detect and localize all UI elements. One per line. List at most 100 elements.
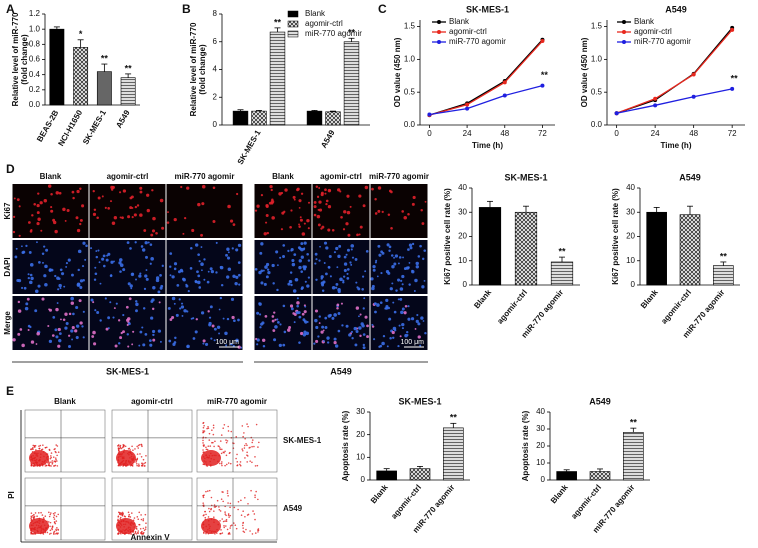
cell bbox=[96, 311, 100, 315]
cell bbox=[74, 329, 78, 333]
cell bbox=[209, 305, 213, 309]
event bbox=[142, 458, 145, 461]
cell bbox=[213, 327, 217, 331]
event bbox=[252, 510, 254, 512]
cell bbox=[34, 289, 39, 294]
cell bbox=[110, 185, 114, 190]
bar bbox=[514, 211, 538, 286]
cell bbox=[318, 259, 321, 262]
cell bbox=[227, 251, 230, 254]
cell bbox=[298, 265, 302, 270]
cell bbox=[203, 258, 206, 261]
cell bbox=[50, 205, 53, 209]
event bbox=[137, 518, 140, 520]
cell bbox=[90, 247, 93, 250]
event bbox=[52, 533, 55, 535]
cell bbox=[105, 258, 109, 262]
cell bbox=[234, 281, 238, 286]
cell bbox=[81, 265, 85, 268]
cell bbox=[363, 297, 366, 300]
cell bbox=[136, 204, 140, 207]
cell bbox=[270, 188, 273, 192]
cell bbox=[303, 222, 306, 225]
point bbox=[614, 111, 619, 116]
x-tick-label: 0 bbox=[614, 129, 619, 138]
event bbox=[55, 458, 57, 461]
cell bbox=[388, 317, 392, 321]
event bbox=[225, 441, 228, 444]
cell bbox=[290, 248, 294, 252]
event bbox=[218, 445, 220, 448]
event bbox=[142, 533, 144, 535]
cell bbox=[114, 344, 118, 348]
event bbox=[207, 445, 210, 447]
cell bbox=[104, 206, 107, 209]
cell bbox=[402, 256, 405, 259]
cell bbox=[307, 227, 310, 230]
cell bbox=[303, 267, 307, 271]
event bbox=[136, 516, 139, 518]
cell bbox=[313, 342, 316, 345]
cell bbox=[197, 202, 201, 207]
cell bbox=[19, 328, 23, 331]
cell bbox=[362, 343, 366, 347]
cell bbox=[62, 318, 66, 321]
event bbox=[218, 506, 220, 508]
event bbox=[257, 498, 259, 501]
cell bbox=[208, 316, 212, 319]
cell bbox=[56, 302, 59, 304]
cell bbox=[342, 228, 346, 231]
cell bbox=[201, 269, 203, 272]
cell bbox=[36, 331, 40, 336]
event bbox=[251, 445, 253, 448]
cell bbox=[410, 317, 415, 321]
cell bbox=[256, 311, 260, 315]
significance: ** bbox=[558, 246, 566, 256]
event bbox=[202, 496, 205, 499]
cell bbox=[78, 299, 82, 303]
cell bbox=[158, 301, 161, 304]
y-tick-label: 0 bbox=[463, 280, 468, 289]
event bbox=[140, 531, 143, 534]
cell bbox=[55, 335, 59, 339]
cell bbox=[18, 205, 21, 208]
event bbox=[46, 531, 49, 534]
cell bbox=[284, 188, 288, 192]
event bbox=[206, 427, 208, 430]
cell bbox=[322, 329, 325, 332]
cell bbox=[29, 263, 34, 267]
event bbox=[144, 465, 146, 467]
cell bbox=[275, 250, 279, 254]
cell bbox=[417, 322, 421, 326]
cell bbox=[335, 246, 339, 251]
cell bbox=[349, 261, 352, 264]
cell bbox=[135, 300, 138, 303]
cell bbox=[315, 185, 319, 188]
event bbox=[230, 430, 233, 433]
y-tick-label: 0.8 bbox=[29, 39, 41, 48]
event bbox=[119, 516, 122, 519]
event bbox=[220, 462, 223, 465]
chart-title: A549 bbox=[589, 396, 611, 406]
bar bbox=[343, 41, 360, 126]
cell bbox=[71, 273, 74, 277]
cell bbox=[27, 276, 30, 280]
event bbox=[56, 460, 58, 462]
event bbox=[30, 464, 33, 467]
event bbox=[205, 532, 207, 535]
y-axis-label: Ki67 positive cell rate (%) bbox=[611, 188, 620, 285]
cell bbox=[385, 306, 389, 310]
cell bbox=[290, 209, 293, 212]
cell bbox=[92, 212, 97, 216]
cell bbox=[381, 341, 385, 346]
cell bbox=[56, 276, 60, 280]
cell bbox=[256, 338, 260, 342]
cell bbox=[43, 274, 47, 278]
cell bbox=[337, 288, 341, 292]
event bbox=[214, 440, 216, 443]
legend-label: Blank bbox=[305, 9, 326, 18]
event bbox=[54, 464, 57, 467]
event bbox=[213, 504, 216, 506]
cell bbox=[180, 185, 183, 189]
